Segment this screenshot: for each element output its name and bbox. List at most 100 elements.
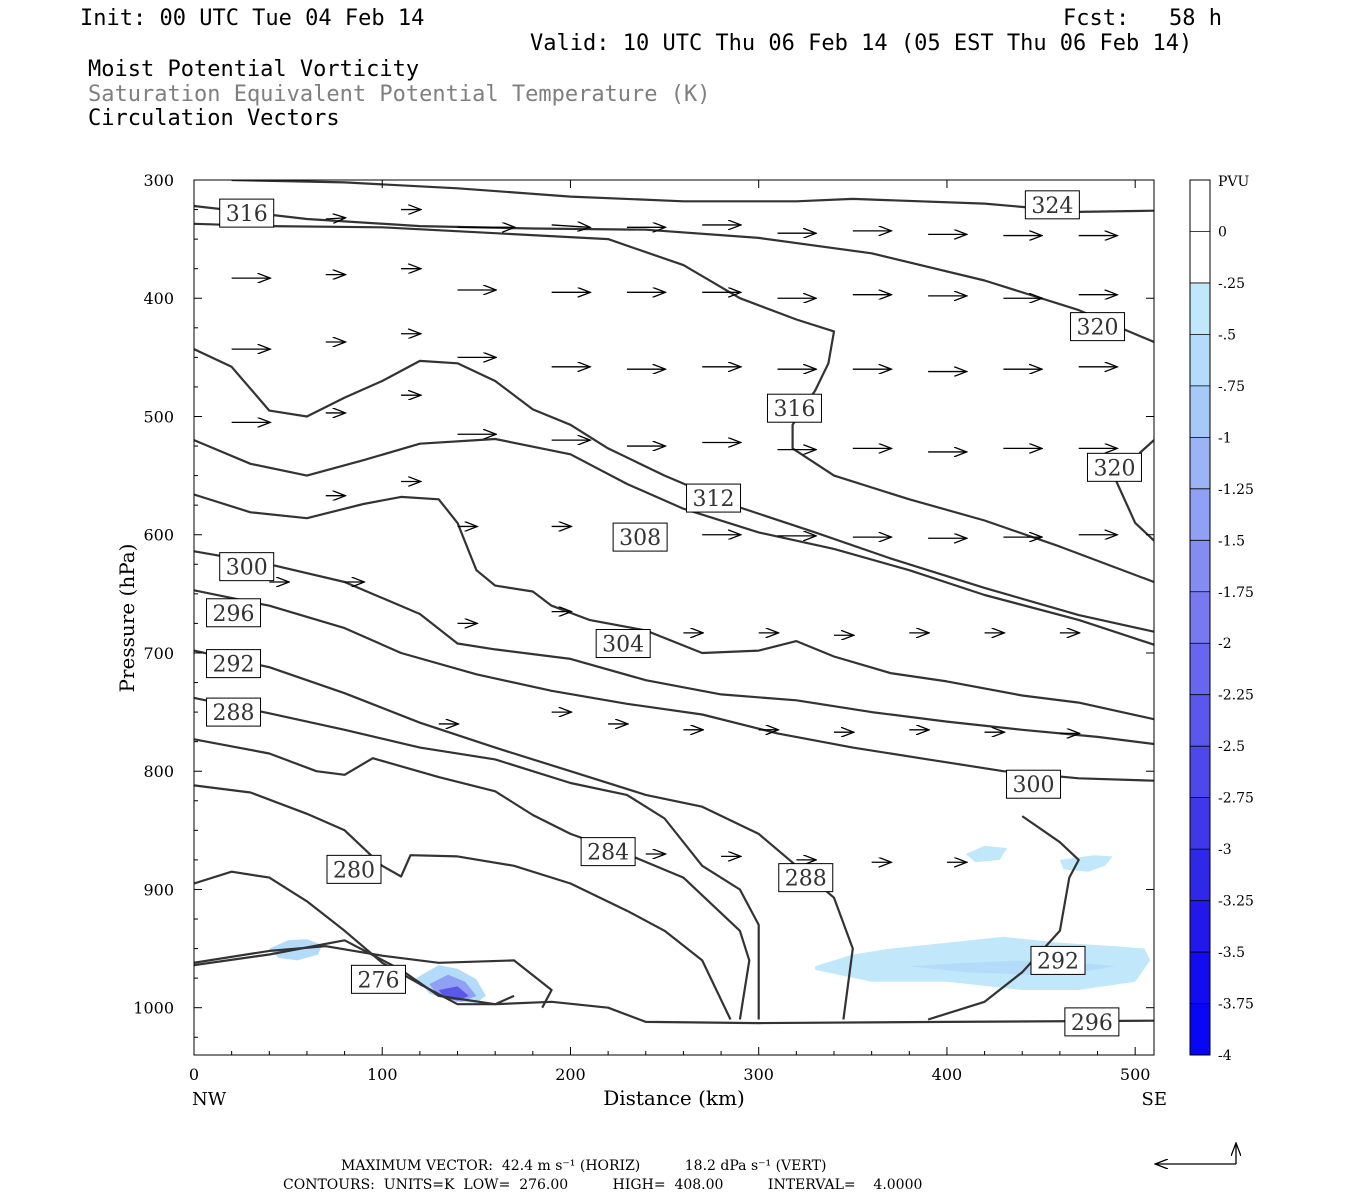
y-tick-label-3: 600 — [143, 526, 174, 545]
colorbar-label-8: -2 — [1218, 636, 1232, 652]
contour-label-text-11: 288 — [213, 701, 255, 726]
contour-label-14: 280 — [326, 854, 382, 884]
contour-label-text-2: 320 — [1077, 316, 1119, 341]
title-moist-pv: Moist Potential Vorticity — [88, 57, 420, 82]
contour-label-1: 324 — [1024, 190, 1080, 220]
theta-es-contour-11 — [194, 696, 760, 1020]
contour-label-2: 320 — [1070, 312, 1126, 342]
colorbar-label-9: -2.25 — [1218, 688, 1254, 704]
colorbar-label-5: -1.25 — [1218, 482, 1254, 498]
y-tick-label-7: 1000 — [133, 999, 174, 1018]
y-axis-label: Pressure (hPa) — [115, 544, 139, 693]
colorbar-segment-16 — [1190, 1003, 1210, 1056]
contour-label-text-8: 296 — [213, 602, 255, 627]
colorbar-unit-label: PVU — [1218, 174, 1250, 190]
contour-label-text-18: 296 — [1071, 1011, 1113, 1036]
contour-layer — [194, 180, 1154, 1025]
contour-label-6: 308 — [612, 522, 668, 552]
x-axis-label: Distance (km) — [603, 1086, 745, 1110]
colorbar-segment-10 — [1190, 694, 1210, 747]
y-tick-label-4: 700 — [143, 644, 174, 663]
contour-label-text-15: 288 — [785, 867, 827, 892]
title-circulation-vectors: Circulation Vectors — [88, 106, 340, 131]
colorbar-label-2: -.5 — [1218, 327, 1236, 343]
theta-es-contour-0 — [231, 180, 1154, 213]
contour-label-text-4: 320 — [1093, 456, 1135, 481]
contour-label-10: 292 — [206, 649, 262, 679]
forecast-hour: Fcst: 58 h — [1063, 6, 1222, 31]
contour-label-text-1: 324 — [1031, 194, 1073, 219]
contour-label-layer: 316 324 320 316 320 312 308 300 296 304 292 288 300 2… — [206, 190, 1142, 1037]
contour-label-16: 292 — [1030, 945, 1086, 975]
colorbar-label-14: -3.5 — [1218, 945, 1245, 961]
x-tick-label-0: 0 — [189, 1065, 199, 1084]
colorbar-label-16: -4 — [1218, 1048, 1232, 1064]
contour-label-3: 316 — [766, 393, 822, 423]
colorbar-segment-1 — [1190, 231, 1210, 284]
contour-info-note: CONTOURS: UNITS=K LOW= 276.00 HIGH= 408.… — [283, 1177, 923, 1193]
colorbar-segment-15 — [1190, 952, 1210, 1005]
colorbar-segment-3 — [1190, 334, 1210, 387]
x-tick-label-2: 200 — [555, 1065, 586, 1084]
contour-label-text-14: 280 — [333, 858, 375, 883]
colorbar-label-15: -3.75 — [1218, 997, 1254, 1013]
theta-es-contour-4 — [1115, 481, 1154, 542]
y-tick-label-2: 500 — [143, 407, 174, 426]
pv-region-2 — [965, 845, 1008, 863]
theta-es-contour-15 — [194, 945, 553, 1009]
theta-es-contour-5 — [194, 348, 1154, 633]
x-tick-label-4: 400 — [932, 1065, 963, 1084]
axis-layer: 0 100 200 300 400 500 300 400 500 600 700 800 900 100… — [133, 171, 1154, 1084]
circulation-vector-1 — [325, 218, 345, 219]
colorbar: 0 -.25 -.5 -.75 -1 -1.25 -1.5 -1.75 -2 -2.25 -2.5 -… — [1189, 179, 1254, 1064]
colorbar-segment-9 — [1190, 643, 1210, 696]
contour-label-text-0: 316 — [226, 202, 268, 227]
colorbar-label-3: -.75 — [1218, 379, 1245, 395]
theta-es-contour-9 — [194, 589, 1154, 782]
colorbar-segment-4 — [1190, 385, 1210, 438]
theta-es-contour-16 — [927, 815, 1080, 1021]
contour-label-text-6: 308 — [619, 526, 661, 551]
valid-time: Valid: 10 UTC Thu 06 Feb 14 (05 EST Thu … — [530, 31, 1193, 56]
contour-label-text-9: 304 — [602, 633, 644, 658]
contour-label-8: 296 — [206, 598, 262, 628]
colorbar-segment-8 — [1190, 591, 1210, 644]
contour-label-0: 316 — [219, 198, 275, 228]
y-tick-label-0: 300 — [143, 171, 174, 190]
colorbar-segment-12 — [1190, 797, 1210, 850]
colorbar-label-0: 0 — [1218, 224, 1227, 240]
colorbar-segment-0 — [1190, 180, 1210, 232]
colorbar-label-6: -1.5 — [1218, 533, 1245, 549]
contour-label-text-5: 312 — [693, 487, 735, 512]
colorbar-label-4: -1 — [1218, 430, 1232, 446]
colorbar-label-7: -1.75 — [1218, 585, 1254, 601]
colorbar-segment-14 — [1190, 900, 1210, 953]
x-tick-label-1: 100 — [367, 1065, 398, 1084]
colorbar-segment-6 — [1190, 488, 1210, 541]
contour-label-15: 288 — [778, 863, 834, 893]
vector-layer — [231, 210, 1117, 863]
contour-label-text-12: 300 — [1013, 773, 1055, 798]
contour-label-11: 288 — [206, 697, 262, 727]
y-tick-label-5: 800 — [143, 762, 174, 781]
theta-es-contour-13 — [194, 784, 732, 1020]
contour-label-18: 296 — [1064, 1007, 1120, 1037]
max-vector-note: MAXIMUM VECTOR: 42.4 m s⁻¹ (HORIZ) 18.2 … — [341, 1158, 827, 1174]
reference-vector-icon — [1156, 1144, 1236, 1164]
x-left-end-label: NW — [192, 1089, 227, 1110]
theta-es-contour-2 — [194, 222, 1154, 584]
contour-label-4: 320 — [1086, 452, 1142, 482]
colorbar-segment-5 — [1190, 437, 1210, 490]
colorbar-label-12: -3 — [1218, 842, 1232, 858]
theta-es-contour-10 — [194, 649, 854, 1020]
theta-es-contour-17 — [194, 939, 1154, 1025]
contour-label-text-17: 276 — [357, 968, 399, 993]
theta-es-contour-8 — [194, 550, 1154, 746]
contour-label-17: 276 — [350, 964, 406, 994]
colorbar-segment-2 — [1190, 282, 1210, 335]
colorbar-segment-13 — [1190, 849, 1210, 902]
title-theta-es: Saturation Equivalent Potential Temperat… — [88, 82, 711, 107]
contour-label-7: 300 — [219, 552, 275, 582]
colorbar-label-1: -.25 — [1218, 276, 1245, 292]
contour-label-text-13: 284 — [587, 841, 629, 866]
